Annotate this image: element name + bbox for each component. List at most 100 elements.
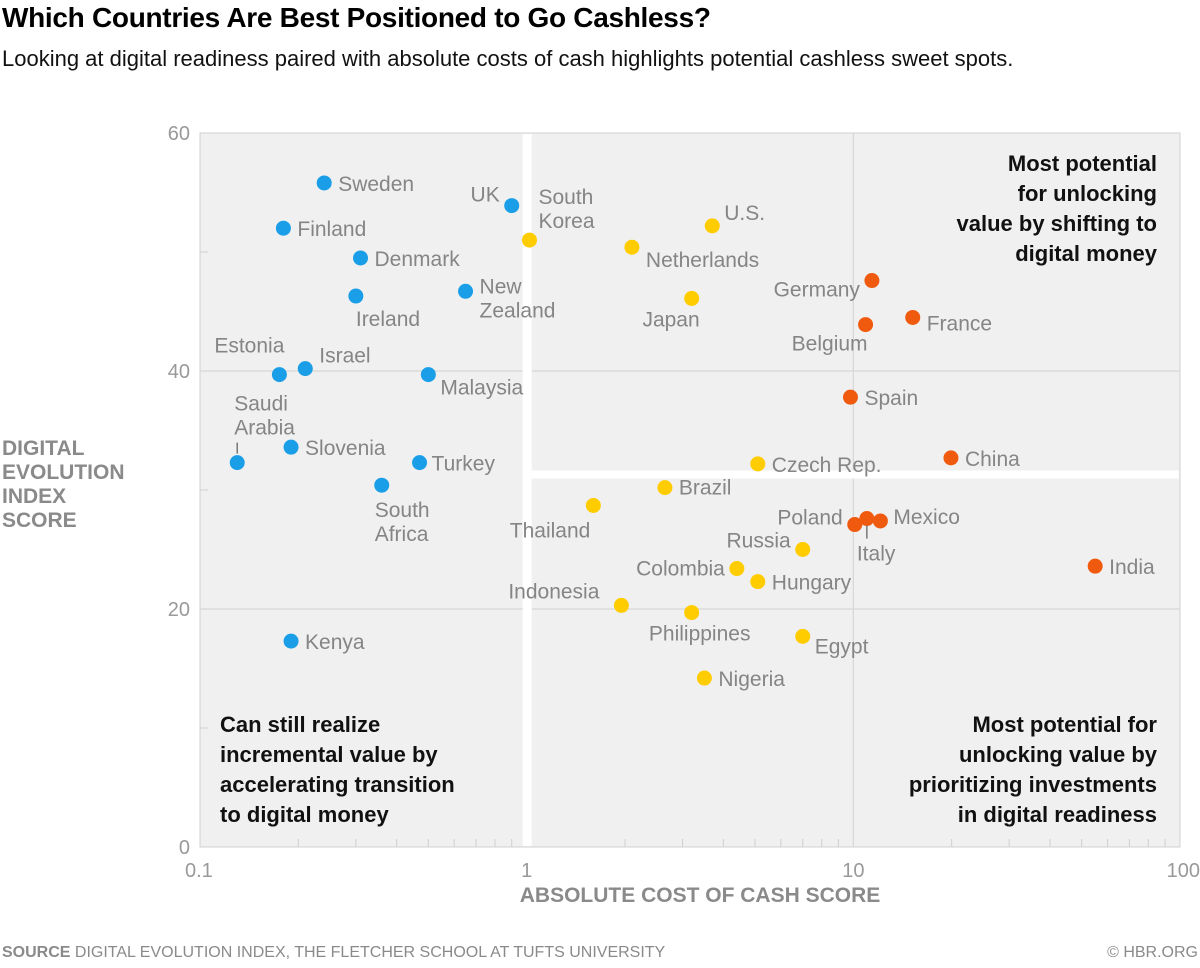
label-uk: UK [471,184,500,207]
point-south-africa [374,477,390,493]
quadrant-label-top-right: for unlocking [1018,181,1157,206]
point-estonia [271,367,287,383]
label-india: India [1109,556,1155,579]
point-kenya [283,633,299,649]
point-thailand [585,497,601,513]
quadrant-label-bottom-right: prioritizing investments [909,772,1157,797]
point-india [1087,558,1103,574]
label-china: China [965,448,1020,471]
label-south-korea: South [538,186,593,209]
label-russia: Russia [727,530,792,553]
copyright: © HBR.ORG [1107,944,1198,961]
quadrant-label-top-right: value by shifting to [957,211,1157,236]
label-brazil: Brazil [679,477,732,500]
label-czech-rep: Czech Rep. [772,454,882,477]
point-denmark [353,250,369,266]
source-note: SOURCE DIGITAL EVOLUTION INDEX, THE FLET… [2,944,665,962]
label-kenya: Kenya [305,631,365,654]
label-turkey: Turkey [432,453,496,476]
point-brazil [657,480,673,496]
quadrant-label-top-right: digital money [1015,241,1158,266]
label-mexico: Mexico [893,506,960,529]
label-italy: Italy [857,543,896,566]
point-hungary [750,574,766,590]
label-japan: Japan [642,308,699,331]
label-south-africa: South [375,499,430,522]
x-axis-label: ABSOLUTE COST OF CASH SCORE [519,884,881,907]
label-slovenia: Slovenia [305,437,386,460]
point-sweden [316,175,332,191]
label-south-africa: Africa [375,523,429,546]
x-tick-label: 10 [842,860,864,882]
point-nigeria [696,670,712,686]
label-ireland: Ireland [356,308,420,331]
label-new-zealand: Zealand [480,299,556,322]
x-tick-label: 1 [521,860,532,882]
label-indonesia: Indonesia [508,580,599,603]
point-russia [795,542,811,557]
point-new-zealand [458,283,474,299]
chart-subtitle: Looking at digital readiness paired with… [2,46,1014,71]
label-netherlands: Netherlands [646,249,759,272]
label-estonia: Estonia [214,335,284,358]
x-tick-label: 100 [1167,860,1200,882]
point-germany [864,273,880,289]
point-china [943,450,959,466]
point-egypt [795,628,811,644]
label-hungary: Hungary [772,572,852,595]
quadrant-divider-horizontal [531,470,1179,479]
quadrant-label-bottom-right: in digital readiness [958,802,1157,827]
y-axis-label: DIGITAL EVOLUTION INDEX SCORE [2,437,125,532]
label-belgium: Belgium [792,333,868,356]
label-thailand: Thailand [510,519,591,542]
point-uk [504,198,520,214]
y-tick-label: 40 [168,361,190,383]
point-turkey [412,455,428,471]
quadrant-label-top-right: Most potential [1008,151,1157,176]
point-italy [859,511,875,527]
quadrant-label-bottom-left: incremental value by [220,742,438,767]
point-poland [847,517,863,533]
x-tick-label: 0.1 [185,860,213,882]
label-poland: Poland [777,507,842,530]
quadrant-divider-vertical [522,134,532,846]
point-colombia [729,561,745,577]
point-belgium [858,317,874,333]
point-indonesia [613,597,629,613]
label-germany: Germany [774,279,861,302]
label-u-s: U.S. [724,202,765,225]
point-japan [684,290,700,306]
point-ireland [348,288,364,304]
label-finland: Finland [297,218,366,241]
point-mexico [872,513,888,529]
label-france: France [927,312,992,335]
quadrant-label-bottom-left: accelerating transition [220,772,455,797]
point-malaysia [420,367,436,383]
label-malaysia: Malaysia [440,377,523,400]
point-spain [842,389,858,405]
label-egypt: Egypt [815,635,869,658]
point-slovenia [283,439,299,455]
point-czech-rep [750,456,766,472]
label-saudi-arabia: Saudi [234,393,288,416]
label-nigeria: Nigeria [718,668,785,691]
source-text: DIGITAL EVOLUTION INDEX, THE FLETCHER SC… [74,944,666,961]
quadrant-label-bottom-left: Can still realize [220,712,380,737]
y-tick-label: 0 [179,837,190,859]
chart-title: Which Countries Are Best Positioned to G… [2,2,711,33]
quadrant-label-bottom-right: unlocking value by [959,742,1158,767]
point-france [905,309,921,325]
source-label: SOURCE [2,944,71,961]
label-new-zealand: New [480,275,523,298]
label-philippines: Philippines [649,623,751,646]
point-south-korea [521,232,537,248]
label-south-korea: Korea [538,210,594,233]
point-israel [297,361,313,377]
label-spain: Spain [864,387,918,410]
point-philippines [684,605,700,621]
point-finland [275,220,291,236]
label-saudi-arabia: Arabia [234,417,295,440]
y-tick-label: 60 [168,123,190,145]
point-saudi-arabia [229,455,245,471]
